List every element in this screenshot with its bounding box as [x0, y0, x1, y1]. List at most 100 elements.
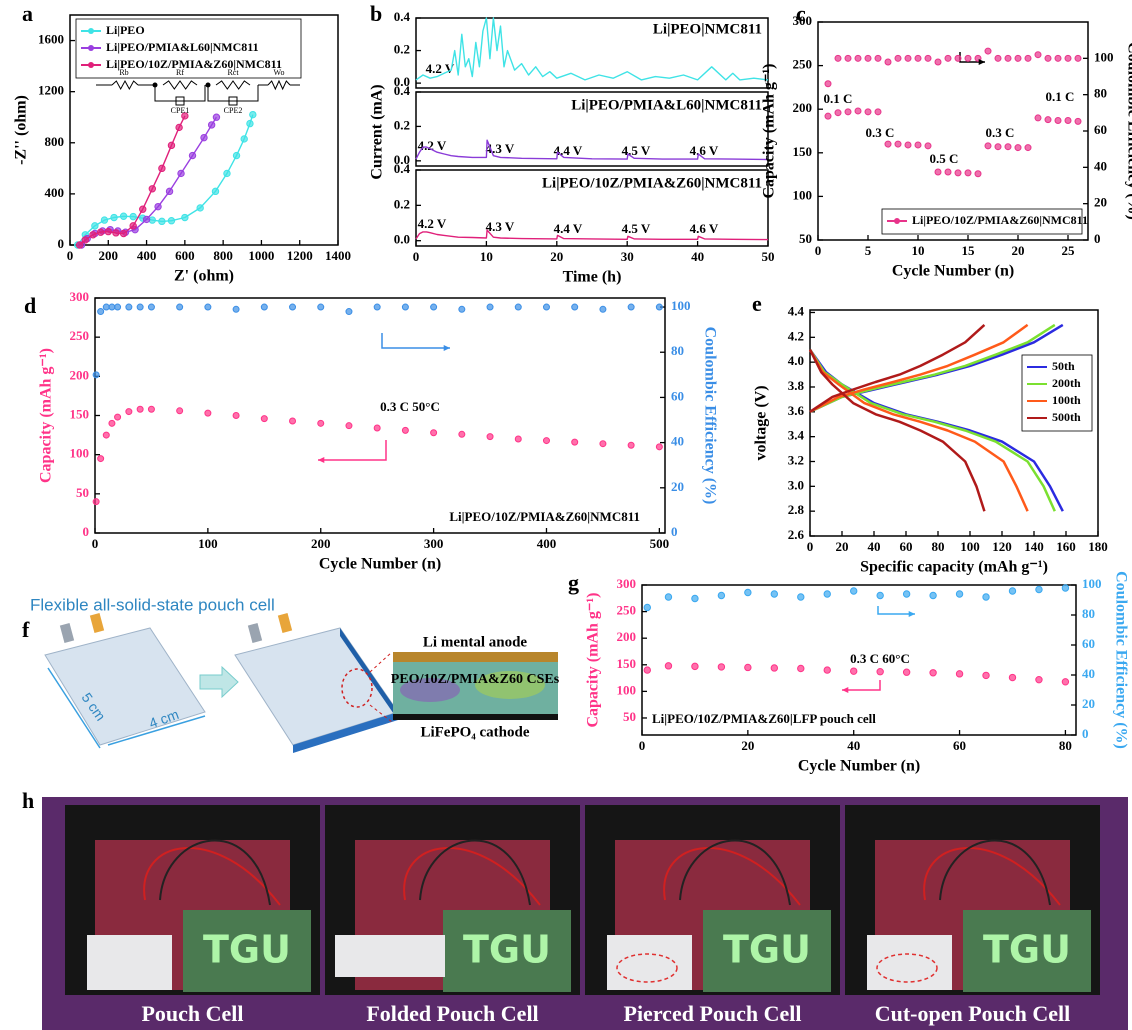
panel-letter: g — [568, 570, 579, 595]
plot-frame — [818, 22, 1088, 240]
y-tick-label: 3.4 — [788, 428, 805, 443]
page: {"chart_data": [ {"type": "scatter", "pa… — [0, 0, 1132, 1030]
data-point — [178, 170, 184, 176]
legend-label: Li|PEO/PMIA&L60|NMC811 — [106, 40, 259, 54]
y-tick-label: 0.2 — [394, 196, 410, 211]
data-point — [159, 165, 165, 171]
data-point — [543, 438, 549, 444]
data-point — [1065, 55, 1071, 61]
y-axis-label: Capacity (mAh g⁻¹) — [761, 63, 778, 198]
data-point — [130, 213, 136, 219]
arrow-head — [909, 611, 915, 617]
data-point — [126, 304, 132, 310]
data-point — [644, 667, 650, 673]
y-tick-label: 250 — [617, 603, 637, 618]
data-point — [120, 230, 126, 236]
photo-caption: Folded Pouch Cell — [366, 1001, 538, 1026]
data-point — [120, 213, 126, 219]
y-tick-label: 60 — [1094, 122, 1107, 137]
data-point — [290, 418, 296, 424]
x-tick-label: 0 — [67, 248, 74, 263]
data-point — [851, 668, 857, 674]
y-tick-label: 60 — [1082, 636, 1095, 651]
x-tick-label: 100 — [960, 539, 980, 554]
legend-label: 50th — [1052, 359, 1075, 373]
x-tick-label: 160 — [1056, 539, 1076, 554]
data-point — [965, 55, 971, 61]
annotation: 4.4 V — [554, 143, 583, 158]
anode-layer — [393, 652, 558, 662]
arrow-head — [444, 345, 450, 351]
data-point — [402, 427, 408, 433]
data-point — [101, 217, 107, 223]
data-point — [930, 670, 936, 676]
data-point — [515, 304, 521, 310]
y-tick-label: 200 — [70, 367, 90, 382]
data-point — [945, 55, 951, 61]
y-tick-label: 200 — [793, 100, 813, 115]
data-point — [459, 431, 465, 437]
chart: g02040608050100150200250300020406080100C… — [568, 570, 1129, 775]
chart-title: Li|PEO/10Z/PMIA&Z60|NMC811 — [542, 175, 762, 191]
layer-label: PEO/10Z/PMIA&Z60 CSEs — [391, 672, 560, 687]
legend-label: 100th — [1052, 393, 1081, 407]
panel-letter: b — [370, 1, 382, 26]
data-point — [983, 672, 989, 678]
data-point — [915, 142, 921, 148]
data-point — [137, 406, 143, 412]
x-tick-label: 40 — [847, 738, 860, 753]
y-tick-label: 150 — [617, 656, 637, 671]
legend-label: 500th — [1052, 410, 1081, 424]
y-tick-label: 0.4 — [394, 83, 411, 98]
x-tick-label: 1400 — [325, 248, 351, 263]
data-point — [515, 436, 521, 442]
data-point — [159, 218, 165, 224]
panel-letter: h — [22, 788, 34, 813]
data-point — [985, 48, 991, 54]
data-point — [105, 228, 111, 234]
data-point — [1062, 585, 1068, 591]
resistor — [112, 81, 138, 89]
led-sign: TGU — [723, 928, 811, 972]
data-point — [985, 143, 991, 149]
arrow — [382, 333, 450, 348]
data-point — [318, 420, 324, 426]
y-tick-label: 0 — [671, 524, 678, 539]
annotation: 4.2 V — [418, 138, 447, 153]
rc-loop — [155, 85, 205, 101]
x-tick-label: 50 — [762, 249, 775, 264]
arrow-head — [979, 59, 985, 65]
y-tick-label: 3.2 — [788, 452, 804, 467]
x-tick-label: 5 — [865, 243, 872, 258]
data-point — [845, 55, 851, 61]
tab — [90, 613, 104, 633]
figure: f Flexible all-solid-state pouch cell 5 … — [0, 0, 1132, 1030]
data-point — [137, 304, 143, 310]
x-axis-label: Cycle Number (n) — [798, 758, 920, 775]
x-tick-label: 20 — [741, 738, 754, 753]
data-point — [155, 203, 161, 209]
x-axis-label: Specific capacity (mAh g⁻¹) — [860, 559, 1048, 576]
data-point — [76, 242, 82, 248]
data-point — [895, 141, 901, 147]
data-point — [600, 441, 606, 447]
y-tick-label: 4.2 — [788, 328, 804, 343]
data-point — [212, 188, 218, 194]
y-tick-label: 40 — [671, 434, 684, 449]
data-point — [692, 595, 698, 601]
data-point — [90, 232, 96, 238]
annotation: 0.3 C 60°C — [850, 651, 910, 666]
y-tick-label: 0.4 — [394, 9, 411, 24]
data-point — [1005, 144, 1011, 150]
y-axis-label: -Z'' (ohm) — [13, 95, 30, 165]
chart: 0.00.20.4Current (mA)Li|PEO/PMIA&L60|NMC… — [369, 83, 768, 180]
data-point — [865, 55, 871, 61]
led-sign: TGU — [983, 928, 1071, 972]
data-point — [875, 55, 881, 61]
annotation: 4.6 V — [690, 143, 719, 158]
diagram-caption: Flexible all-solid-state pouch cell — [30, 595, 275, 614]
data-point — [247, 120, 253, 126]
x-tick-label: 0 — [92, 536, 99, 551]
y-axis-label: voltage (V) — [753, 385, 770, 460]
data-point — [935, 59, 941, 65]
